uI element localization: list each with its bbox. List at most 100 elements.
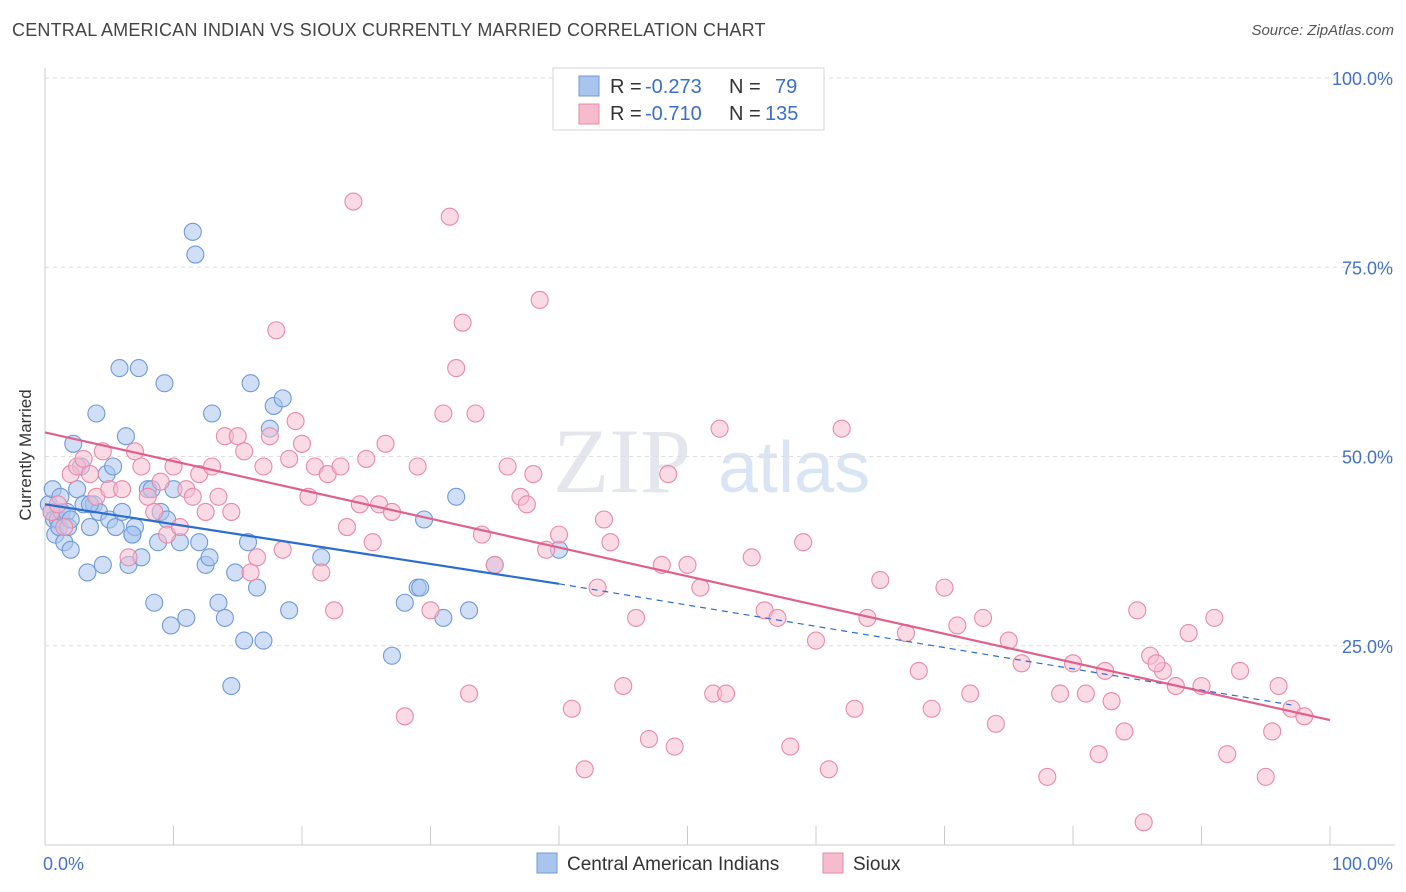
data-point xyxy=(116,427,136,446)
data-point xyxy=(145,502,164,521)
data-point xyxy=(665,737,684,756)
data-point xyxy=(87,404,106,423)
data-point xyxy=(781,737,800,756)
data-point xyxy=(1089,745,1108,764)
data-point xyxy=(1179,623,1198,643)
legend-r-label-1: R = xyxy=(610,76,642,98)
data-point xyxy=(228,427,247,446)
data-point xyxy=(459,601,479,620)
y-tick-label: 50.0% xyxy=(1342,448,1393,468)
data-point xyxy=(80,465,100,484)
x-tick-label: 100.0% xyxy=(1332,854,1393,874)
data-point xyxy=(691,578,710,597)
data-point xyxy=(55,518,74,537)
data-point xyxy=(273,540,292,559)
legend-swatch-blue xyxy=(578,75,600,97)
legend-swatch-pink xyxy=(578,103,600,125)
data-point xyxy=(344,192,363,211)
data-point xyxy=(434,404,453,423)
data-point xyxy=(1218,745,1237,764)
data-point xyxy=(138,487,157,506)
legend-r-value-2: -0.710 xyxy=(645,103,702,125)
data-point xyxy=(222,502,241,521)
data-point xyxy=(1134,813,1153,832)
y-tick-labels: 25.0% 50.0% 75.0% 100.0% xyxy=(1332,69,1393,657)
y-tick-label: 100.0% xyxy=(1332,69,1393,89)
legend-n-label-1: N = xyxy=(729,76,761,98)
bottom-legend-swatch-pink xyxy=(822,852,844,874)
trend-lines xyxy=(44,431,1331,722)
data-point xyxy=(273,389,292,408)
data-point xyxy=(161,616,180,635)
data-point xyxy=(61,540,80,559)
bottom-legend-label-pink: Sioux xyxy=(853,854,901,875)
data-point xyxy=(226,563,245,582)
legend-n-value-1: 79 xyxy=(775,76,797,98)
y-tick-label: 25.0% xyxy=(1342,637,1393,657)
data-point xyxy=(575,760,594,779)
data-point xyxy=(909,661,928,680)
data-point xyxy=(1115,722,1134,741)
data-point xyxy=(935,578,954,597)
data-point xyxy=(215,608,234,627)
data-point xyxy=(806,631,826,650)
series-sioux xyxy=(42,192,1314,832)
data-point xyxy=(948,616,967,635)
data-point xyxy=(485,555,504,574)
data-point xyxy=(395,707,414,726)
data-point xyxy=(241,374,260,393)
y-tick-label: 75.0% xyxy=(1342,258,1393,278)
data-point xyxy=(93,555,112,574)
data-point xyxy=(562,699,581,718)
data-point xyxy=(453,313,472,332)
data-point xyxy=(260,427,279,446)
data-point xyxy=(517,495,536,514)
data-point xyxy=(331,457,350,476)
data-point xyxy=(78,563,97,582)
data-point xyxy=(588,578,607,597)
data-point xyxy=(238,533,258,552)
data-point xyxy=(639,729,659,749)
data-point xyxy=(200,548,219,567)
data-point xyxy=(601,533,620,552)
watermark-zip: ZIP xyxy=(553,410,691,512)
data-point xyxy=(382,646,402,665)
data-point xyxy=(235,442,254,461)
data-point xyxy=(395,593,414,612)
data-point xyxy=(110,359,129,378)
gridlines xyxy=(45,77,1395,647)
data-point xyxy=(286,412,305,431)
data-point xyxy=(1038,767,1057,786)
data-point xyxy=(123,525,142,544)
data-point xyxy=(710,419,729,438)
data-point xyxy=(794,533,813,552)
data-point xyxy=(973,608,993,627)
data-point xyxy=(411,578,430,597)
series-central-american-indians xyxy=(39,222,569,696)
data-point xyxy=(421,601,440,620)
data-point xyxy=(1205,608,1224,627)
data-point xyxy=(1076,684,1095,703)
data-point xyxy=(614,676,633,696)
data-point xyxy=(408,457,427,476)
trend-line-blue xyxy=(44,503,560,585)
legend-r-value-1: -0.273 xyxy=(645,76,702,98)
data-point xyxy=(203,457,222,476)
data-point xyxy=(267,321,286,340)
data-point xyxy=(466,404,485,423)
legend: R = -0.273 N = 79 R = -0.710 N = 135 xyxy=(552,67,825,131)
data-point xyxy=(1147,654,1166,673)
data-point xyxy=(254,631,273,650)
data-point xyxy=(594,510,614,529)
data-point xyxy=(716,684,736,703)
data-point xyxy=(1051,684,1070,703)
data-point xyxy=(209,593,228,612)
data-point xyxy=(280,449,299,468)
data-point xyxy=(247,578,267,597)
data-point xyxy=(1128,601,1147,620)
data-point xyxy=(177,608,196,627)
legend-n-value-2: 135 xyxy=(765,103,798,125)
bottom-legend-swatch-blue xyxy=(536,852,558,874)
data-point xyxy=(447,359,466,378)
